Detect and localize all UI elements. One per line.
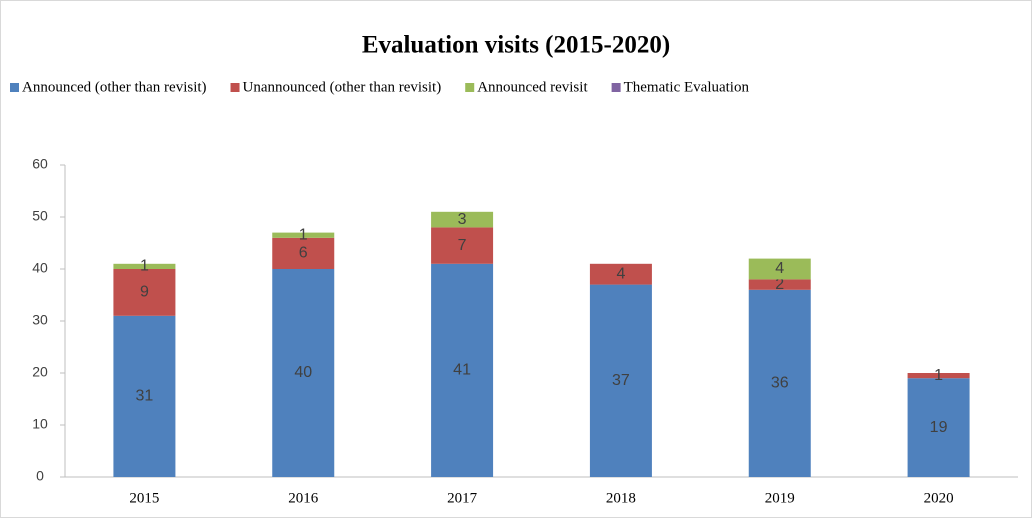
data-label: 1 [140,258,149,275]
bar-segment [272,269,335,477]
bar-segment [113,269,176,316]
bar-segment [431,211,494,228]
bar-segment [272,237,335,269]
chart-title: Evaluation visits (2015-2020) [362,32,670,59]
data-label: 4 [616,265,625,282]
bar-segment [431,227,494,264]
x-tick-label: 2020 [924,490,954,506]
data-label: 40 [294,364,312,381]
x-tick-label: 2017 [447,490,478,506]
data-label: 6 [299,245,308,262]
x-tick-label: 2018 [606,490,636,506]
legend-label: Unannounced (other than revisit) [243,79,442,95]
data-label: 31 [136,388,154,405]
bar-segment [589,263,652,285]
legend-swatch [611,83,621,92]
data-label: 2 [775,276,784,293]
y-tick-label: 0 [36,468,44,484]
bar-segment [113,263,176,269]
y-tick-label: 50 [32,208,48,224]
data-label: 3 [458,211,467,228]
bar-segment [113,315,176,477]
x-tick-label: 2015 [129,490,159,506]
y-tick-label: 10 [32,416,48,432]
data-label: 36 [771,375,789,392]
y-tick-label: 30 [32,312,48,328]
data-label: 9 [140,284,149,301]
legend-swatch [230,83,240,92]
legend-swatch [465,83,475,92]
bar-segment [431,263,494,477]
y-tick-label: 60 [32,156,48,172]
x-tick-label: 2019 [765,490,795,506]
data-label: 4 [775,260,784,277]
data-label: 1 [934,367,943,384]
legend-label: Announced revisit [477,79,588,95]
data-label: 19 [930,419,948,436]
bar-segment [907,378,970,477]
legend-label: Announced (other than revisit) [22,79,207,95]
x-tick-label: 2016 [288,490,319,506]
bar-segment [748,258,811,280]
data-label: 7 [458,237,467,254]
legend-swatch [10,83,19,92]
bar-segment [589,284,652,477]
data-label: 41 [453,362,471,379]
data-label: 1 [299,226,308,243]
bar-segment [907,373,970,379]
y-tick-label: 20 [32,364,48,380]
legend-label: Thematic Evaluation [624,79,750,95]
y-tick-label: 40 [32,260,48,276]
bar-segment [748,279,811,290]
bar-segment [272,232,335,238]
bar-segment [748,289,811,477]
data-label: 37 [612,372,630,389]
